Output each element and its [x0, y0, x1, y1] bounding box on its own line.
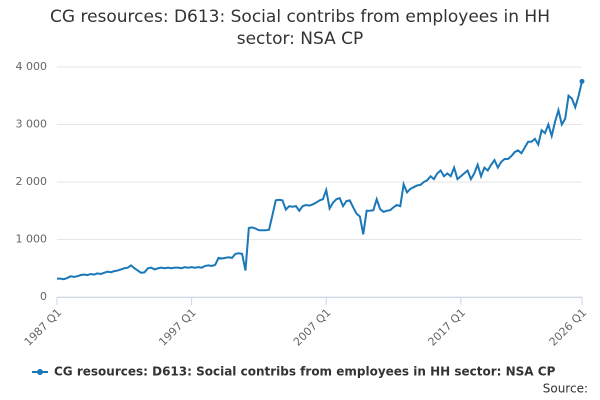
x-tick-label: 1997 Q1: [156, 306, 199, 349]
y-tick-label: 4 000: [16, 60, 48, 73]
y-tick-label: 3 000: [16, 118, 48, 131]
y-tick-label: 0: [40, 290, 47, 303]
source: Source:: [543, 382, 588, 396]
x-tick-label: 1987 Q1: [22, 306, 65, 349]
y-tick-label: 2 000: [16, 175, 48, 188]
x-tick-label: 2007 Q1: [291, 306, 334, 349]
x-tick-label: 2017 Q1: [426, 306, 469, 349]
chart-title: CG resources: D613: Social contribs from…: [50, 7, 550, 49]
line-series: [57, 81, 583, 281]
last-point: [579, 78, 585, 84]
legend-marker: [37, 369, 43, 375]
x-tick-label: 2026 Q1: [547, 306, 590, 349]
legend-label: CG resources: D613: Social contribs from…: [54, 365, 556, 379]
y-tick-label: 1 000: [16, 233, 48, 246]
